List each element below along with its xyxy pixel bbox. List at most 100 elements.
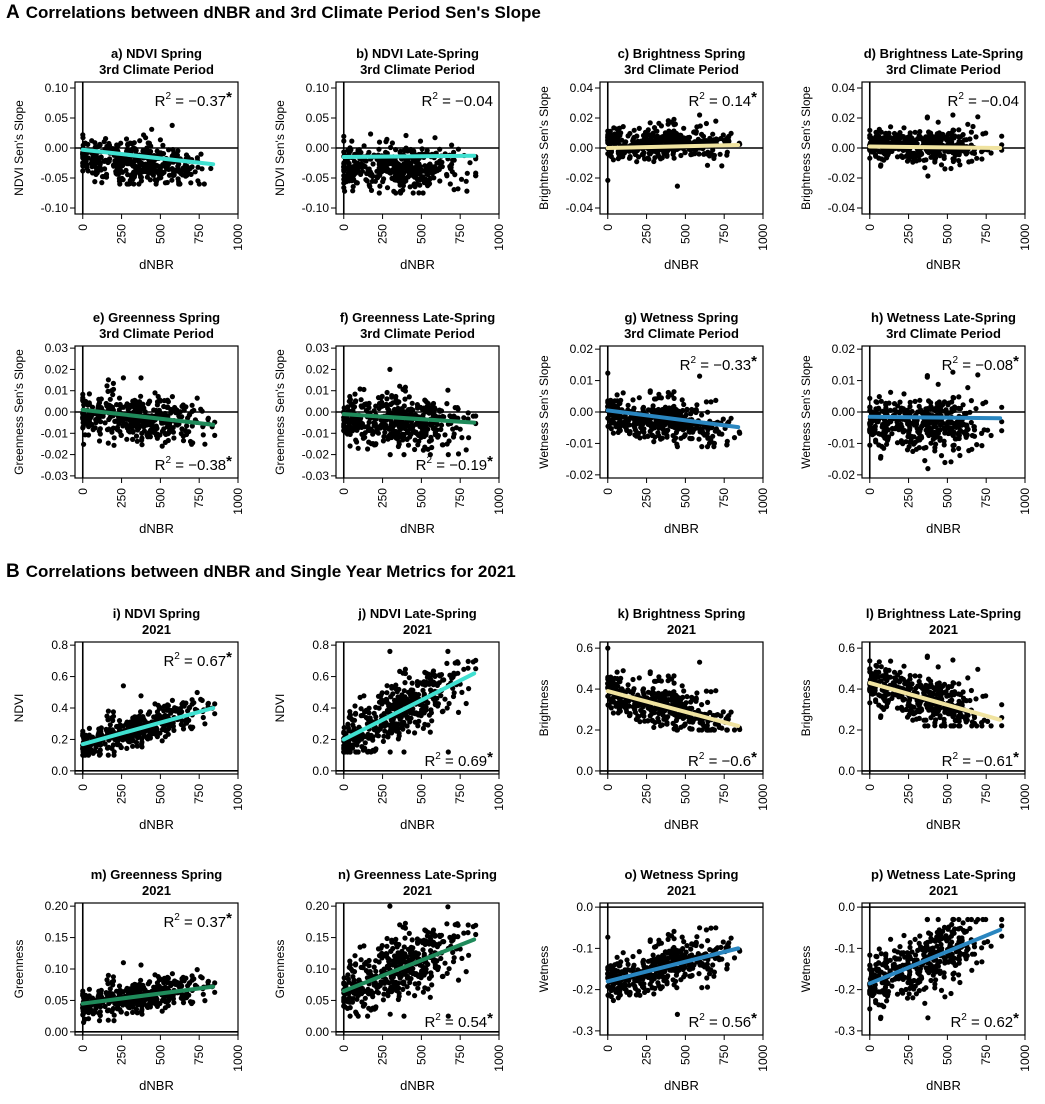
data-point <box>342 188 348 194</box>
y-tick-label: -0.10 <box>302 201 330 215</box>
data-point <box>945 425 952 431</box>
data-point <box>376 190 382 196</box>
data-point <box>409 400 415 406</box>
data-point <box>212 711 218 717</box>
data-point <box>129 424 135 430</box>
data-point <box>938 162 945 168</box>
data-point <box>362 740 368 746</box>
data-point <box>427 452 433 458</box>
x-tick-label: 750 <box>717 488 731 508</box>
data-point <box>451 187 457 193</box>
data-point <box>636 420 642 426</box>
data-point <box>612 398 618 404</box>
data-point <box>979 443 985 449</box>
data-point <box>438 426 444 433</box>
r2-equals: = <box>180 653 197 670</box>
data-point <box>999 419 1005 425</box>
data-point <box>955 419 961 425</box>
y-axis-label: Greenness Sen's Slope <box>12 349 26 475</box>
data-point <box>674 444 680 450</box>
data-point <box>401 412 407 418</box>
r2-equals: = <box>432 457 449 474</box>
data-point <box>953 436 959 442</box>
data-point <box>651 678 658 684</box>
data-point <box>928 429 934 435</box>
data-point <box>682 432 688 438</box>
data-point <box>473 657 479 663</box>
data-point <box>937 422 944 428</box>
data-point <box>105 159 111 166</box>
data-point <box>202 441 208 447</box>
data-point <box>178 168 185 174</box>
data-point <box>183 404 189 410</box>
data-point <box>354 166 360 172</box>
r2-exponent: 2 <box>953 355 959 366</box>
data-point <box>901 125 907 131</box>
r2-value: −0.04 <box>455 93 493 110</box>
data-point <box>431 175 437 181</box>
data-point <box>712 721 718 727</box>
y-tick-label: 0.8 <box>51 638 68 652</box>
data-point <box>395 697 401 703</box>
data-point <box>678 152 684 159</box>
y-tick-label: -0.02 <box>302 448 330 462</box>
data-point <box>86 725 92 731</box>
data-point <box>651 125 658 131</box>
chart-subtitle: 3rd Climate Period <box>886 62 1001 77</box>
data-point <box>430 679 437 685</box>
chart-title: j) NDVI Late-Spring <box>357 606 477 621</box>
scatter-points <box>605 645 743 733</box>
data-point <box>625 133 631 139</box>
data-point <box>640 404 647 410</box>
r2-exponent: 2 <box>435 751 441 762</box>
data-point <box>180 433 186 439</box>
data-point <box>430 170 436 176</box>
data-point <box>403 132 409 139</box>
data-point <box>185 168 191 174</box>
data-point <box>647 120 653 126</box>
data-point <box>420 725 426 731</box>
data-point <box>957 427 963 433</box>
data-point <box>353 437 359 443</box>
data-point <box>640 140 646 146</box>
data-point <box>608 149 614 155</box>
x-tick-label: 250 <box>376 784 390 804</box>
data-point <box>878 398 884 404</box>
data-point <box>449 142 455 148</box>
data-point <box>116 395 123 401</box>
data-point <box>426 681 432 687</box>
data-point <box>921 157 927 163</box>
r2-exponent: 2 <box>432 91 438 102</box>
data-point <box>104 713 110 719</box>
data-point <box>664 152 670 158</box>
data-point <box>681 421 687 427</box>
data-point <box>463 700 469 707</box>
data-point <box>678 435 684 441</box>
data-point <box>979 430 985 436</box>
data-point <box>957 162 963 168</box>
data-point <box>98 396 104 402</box>
data-point <box>360 404 366 410</box>
data-point <box>973 134 979 140</box>
data-point <box>397 383 403 389</box>
y-axis-label: Brightness Sen's Slope <box>537 86 551 210</box>
data-point <box>362 745 368 751</box>
data-point <box>674 183 680 189</box>
data-point <box>188 171 194 177</box>
data-point <box>353 749 359 755</box>
data-point <box>194 395 200 401</box>
chart-title: g) Wetness Spring <box>625 310 739 325</box>
data-point <box>110 386 117 392</box>
data-point <box>659 722 665 728</box>
data-point <box>381 433 387 440</box>
data-point <box>876 406 882 412</box>
x-tick-label: 1000 <box>492 488 506 515</box>
x-tick-label: 250 <box>115 224 129 244</box>
data-point <box>401 749 407 755</box>
data-point <box>384 389 390 396</box>
data-point <box>451 670 457 676</box>
data-point <box>345 165 351 171</box>
data-point <box>618 675 624 681</box>
data-point <box>463 178 469 184</box>
